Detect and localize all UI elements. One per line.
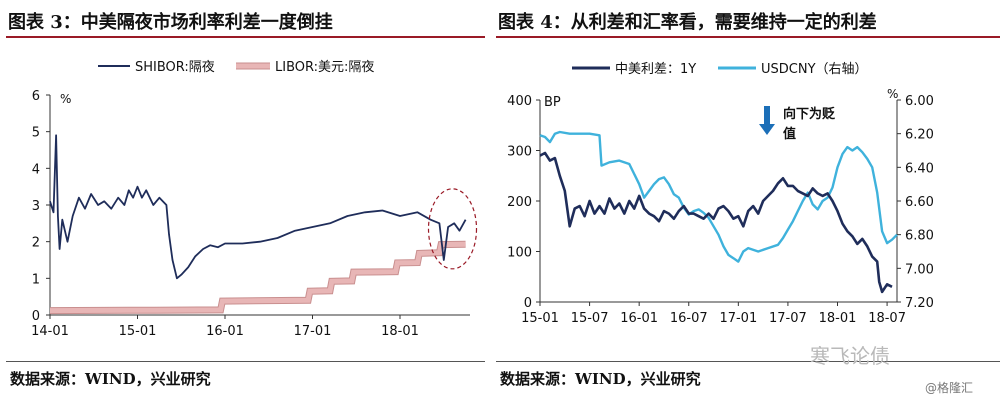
right-annotation-arrow-head	[759, 124, 775, 135]
left-y-unit-label: %	[60, 92, 71, 106]
left-x-tick-label: 14-01	[31, 324, 69, 339]
right-right-y-tick-label: 6.20	[905, 128, 934, 143]
right-right-y-tick-label: 7.20	[905, 296, 934, 311]
right-right-y-tick-label: 6.40	[905, 161, 934, 176]
right-title-bar: 图表 4：从利差和汇率看，需要维持一定的利差	[496, 2, 1000, 38]
left-x-tick-label: 17-01	[294, 324, 332, 339]
left-y-tick-label: 2	[32, 236, 40, 251]
right-annotation-arrow-shaft	[764, 106, 770, 126]
left-legend-label-shibor: SHIBOR:隔夜	[135, 60, 215, 75]
right-legend-label-usdcny: USDCNY（右轴）	[761, 62, 868, 77]
left-chart-title: 图表 3：中美隔夜市场利率利差一度倒挂	[8, 12, 333, 33]
right-x-tick-label: 18-01	[819, 311, 857, 326]
left-x-tick-label: 16-01	[206, 324, 244, 339]
right-left-y-tick-label: 200	[507, 195, 532, 210]
right-source-text: 数据来源：WIND，兴业研究	[500, 370, 701, 388]
left-series-shibor	[49, 134, 467, 280]
right-x-tick-label: 15-07	[571, 311, 609, 326]
right-right-unit-label: %	[887, 87, 898, 101]
credit-text: @格隆汇	[925, 381, 974, 395]
left-y-tick-label: 5	[32, 126, 40, 141]
right-left-y-tick-label: 0	[524, 296, 532, 311]
right-right-y-tick-label: 7.00	[905, 262, 934, 277]
left-x-tick-label: 18-01	[381, 324, 419, 339]
right-chart-svg: 0 100 200 300 400 6.00 6.20 6.40 6.60 6.80 7.00 7.2…	[507, 62, 934, 326]
right-series-spread	[539, 151, 893, 294]
right-left-y-tick-label: 300	[507, 145, 532, 160]
right-left-y-tick-label: 100	[507, 246, 532, 261]
left-y-tick-label: 3	[32, 199, 40, 214]
right-left-y-tick-label: 400	[507, 94, 532, 109]
left-legend-label-libor: LIBOR:美元:隔夜	[275, 60, 374, 75]
left-chart-panel: 图表 3：中美隔夜市场利率利差一度倒挂 0 1 2 3 4 5 6% 14-01 15-01 16…	[0, 0, 485, 403]
left-series-libor	[49, 241, 466, 314]
left-chart-svg: 0 1 2 3 4 5 6 % 14-01 15-01 16-01 17-01 18-01 SHIBOR:…	[31, 60, 478, 339]
right-source-bar: 数据来源：WIND，兴业研究	[496, 361, 1000, 394]
watermark-text: 寒飞论债	[810, 344, 890, 368]
left-highlight-ellipse	[427, 188, 478, 270]
right-left-unit-label: BP	[544, 95, 561, 110]
left-y-tick-label: 4	[32, 162, 40, 177]
left-x-tick-label: 15-01	[119, 324, 157, 339]
right-annotation-text-line2: 值	[783, 126, 796, 142]
right-x-tick-label: 18-07	[868, 311, 906, 326]
right-x-tick-label: 17-07	[769, 311, 807, 326]
left-source-text: 数据来源：WIND，兴业研究	[10, 370, 211, 388]
right-x-tick-label: 16-07	[670, 311, 708, 326]
left-title-bar: 图表 3：中美隔夜市场利率利差一度倒挂	[6, 2, 485, 38]
right-x-tick-label: 15-01	[521, 311, 559, 326]
right-series-usdcny	[539, 130, 898, 263]
right-x-tick-label: 17-01	[719, 311, 757, 326]
right-right-y-tick-label: 6.00	[905, 94, 934, 109]
right-legend-label-spread: 中美利差：1Y	[615, 62, 696, 77]
right-chart-panel: 图表 4：从利差和汇率看，需要维持一定的利差 0 100 200 300 400 6.00…	[490, 0, 1000, 403]
left-source-bar: 数据来源：WIND，兴业研究	[6, 361, 485, 394]
right-annotation-text-line1: 向下为贬	[783, 106, 836, 122]
left-y-tick-label: 0	[32, 309, 40, 324]
right-right-y-tick-label: 6.80	[905, 229, 934, 244]
left-y-tick-label: 6	[32, 89, 40, 104]
left-y-tick-label: 1	[32, 272, 40, 287]
right-right-y-tick-label: 6.60	[905, 195, 934, 210]
right-chart-title: 图表 4：从利差和汇率看，需要维持一定的利差	[498, 12, 877, 33]
right-x-tick-label: 16-01	[620, 311, 658, 326]
